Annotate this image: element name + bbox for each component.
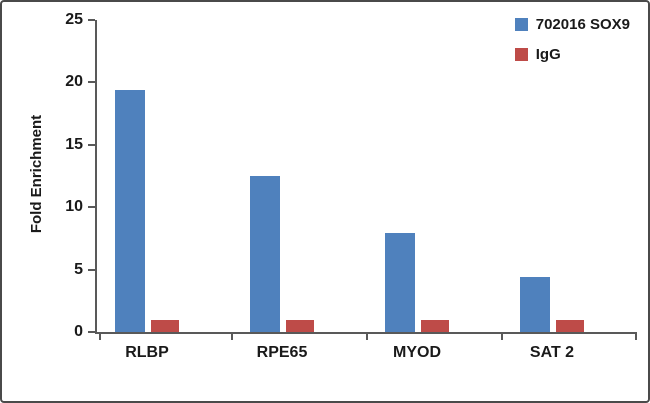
x-axis-tick bbox=[366, 332, 368, 340]
bar-igg-myod bbox=[421, 319, 449, 332]
bar-702016sox9-rlbp bbox=[115, 89, 145, 332]
plot-area: RLBP RPE65 MYOD SAT 2 0 5 10 15 20 25 bbox=[65, 11, 637, 361]
y-axis-tick bbox=[88, 81, 95, 84]
bar-702016sox9-rpe65 bbox=[250, 176, 280, 332]
bar-702016sox9-myod bbox=[385, 233, 415, 332]
y-axis-tick-label: 5 bbox=[74, 260, 83, 278]
legend-item-igg: IgG bbox=[514, 46, 630, 63]
y-axis-title: Fold Enrichment bbox=[28, 114, 45, 234]
legend-swatch-igg bbox=[514, 48, 528, 61]
y-axis-tick bbox=[88, 331, 95, 333]
bar-igg-rpe65 bbox=[286, 319, 314, 332]
legend-swatch-702016sox9 bbox=[514, 18, 528, 31]
x-axis-tick bbox=[635, 332, 637, 340]
y-axis-tick-label: 10 bbox=[65, 198, 83, 216]
y-axis-tick-label: 25 bbox=[65, 11, 83, 28]
bar-igg-rlbp bbox=[151, 319, 179, 332]
bar-702016sox9-sat2 bbox=[520, 277, 550, 332]
y-axis-tick bbox=[88, 19, 95, 21]
bar-igg-sat2 bbox=[556, 319, 584, 332]
x-axis-label-myod: MYOD bbox=[393, 344, 441, 361]
y-axis-tick-label: 20 bbox=[65, 73, 83, 91]
legend-label: 702016 SOX9 bbox=[535, 16, 630, 33]
x-axis-label-rpe65: RPE65 bbox=[256, 344, 308, 361]
y-axis-tick-label: 15 bbox=[65, 135, 83, 153]
x-axis-label-rlbp: RLBP bbox=[125, 344, 169, 361]
legend-item-702016sox9: 702016 SOX9 bbox=[514, 16, 630, 33]
x-axis-tick bbox=[231, 332, 233, 340]
legend-label: IgG bbox=[535, 46, 561, 63]
y-axis-tick-label: 0 bbox=[74, 323, 83, 340]
x-axis-tick bbox=[501, 332, 503, 340]
y-axis-line bbox=[95, 20, 97, 334]
y-axis-tick bbox=[88, 268, 95, 271]
y-axis-tick bbox=[88, 206, 95, 209]
y-axis-tick bbox=[88, 143, 95, 146]
legend: 702016 SOX9 IgG bbox=[514, 16, 630, 63]
x-axis-label-sat2: SAT 2 bbox=[529, 344, 575, 361]
x-axis-tick bbox=[99, 332, 101, 340]
